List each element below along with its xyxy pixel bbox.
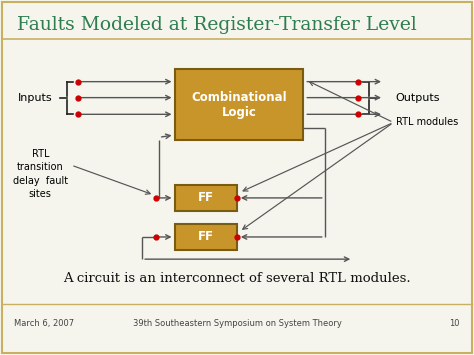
Text: March 6, 2007: March 6, 2007 <box>14 318 74 328</box>
Text: Inputs: Inputs <box>18 93 52 103</box>
Text: RTL
transition
delay  fault
sites: RTL transition delay fault sites <box>13 149 68 199</box>
Text: 10: 10 <box>449 318 460 328</box>
Text: FF: FF <box>198 191 214 204</box>
Text: RTL modules: RTL modules <box>396 118 458 127</box>
FancyBboxPatch shape <box>175 69 303 140</box>
Text: FF: FF <box>198 230 214 244</box>
Text: A circuit is an interconnect of several RTL modules.: A circuit is an interconnect of several … <box>63 272 411 285</box>
FancyBboxPatch shape <box>175 185 237 211</box>
Text: 39th Southeastern Symposium on System Theory: 39th Southeastern Symposium on System Th… <box>133 318 341 328</box>
Text: Combinational
Logic: Combinational Logic <box>191 91 287 119</box>
Text: Outputs: Outputs <box>396 93 440 103</box>
FancyBboxPatch shape <box>175 224 237 250</box>
Text: Faults Modeled at Register-Transfer Level: Faults Modeled at Register-Transfer Leve… <box>17 16 416 34</box>
